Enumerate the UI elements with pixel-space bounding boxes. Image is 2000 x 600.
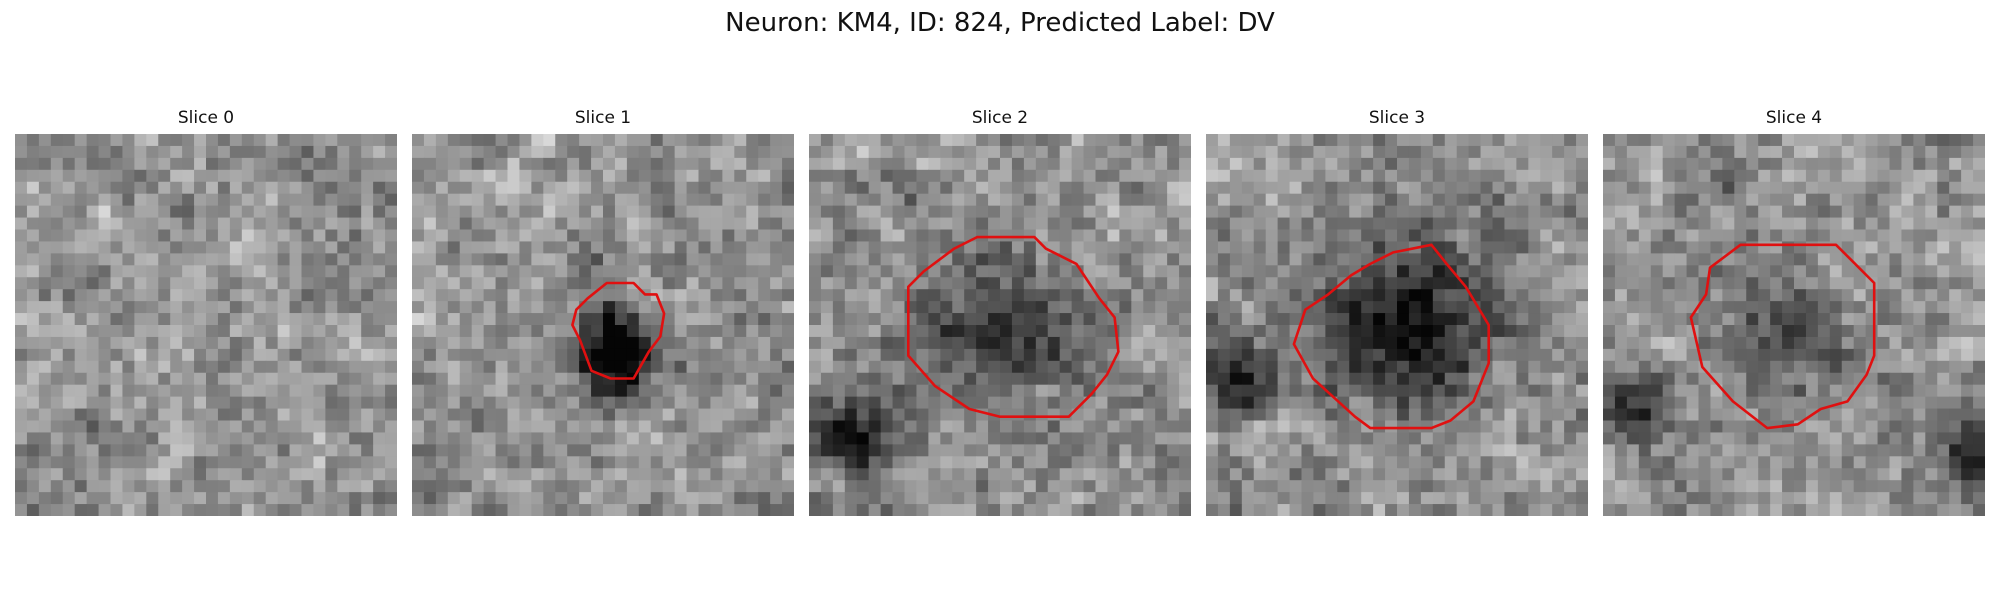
slice-title-4: Slice 4 xyxy=(1765,108,1823,128)
neuron-contour xyxy=(1689,243,1876,430)
pixel-grid xyxy=(809,134,1191,516)
figure-title: Neuron: KM4, ID: 824, Predicted Label: D… xyxy=(725,8,1275,38)
slice-panel-0: Slice 0 xyxy=(15,108,397,516)
slice-title-1: Slice 1 xyxy=(574,108,632,128)
pixel-grid xyxy=(412,134,794,516)
slice-title-2: Slice 2 xyxy=(971,108,1029,128)
slice-image-3 xyxy=(1206,134,1588,516)
slice-image-0 xyxy=(15,134,397,516)
slice-title-3: Slice 3 xyxy=(1368,108,1426,128)
neuron-contour xyxy=(907,235,1120,419)
slice-image-2 xyxy=(809,134,1191,516)
slice-image-4 xyxy=(1603,134,1985,516)
neuron-contour xyxy=(1292,243,1491,430)
slice-panel-4: Slice 4 xyxy=(1603,108,1985,516)
slice-panel-2: Slice 2 xyxy=(809,108,1191,516)
neuron-contour xyxy=(571,281,666,380)
slice-panel-3: Slice 3 xyxy=(1206,108,1588,516)
pixel-grid xyxy=(15,134,397,516)
slice-panel-1: Slice 1 xyxy=(412,108,794,516)
pixel-grid xyxy=(1206,134,1588,516)
slice-title-0: Slice 0 xyxy=(177,108,235,128)
slice-image-1 xyxy=(412,134,794,516)
pixel-grid xyxy=(1603,134,1985,516)
